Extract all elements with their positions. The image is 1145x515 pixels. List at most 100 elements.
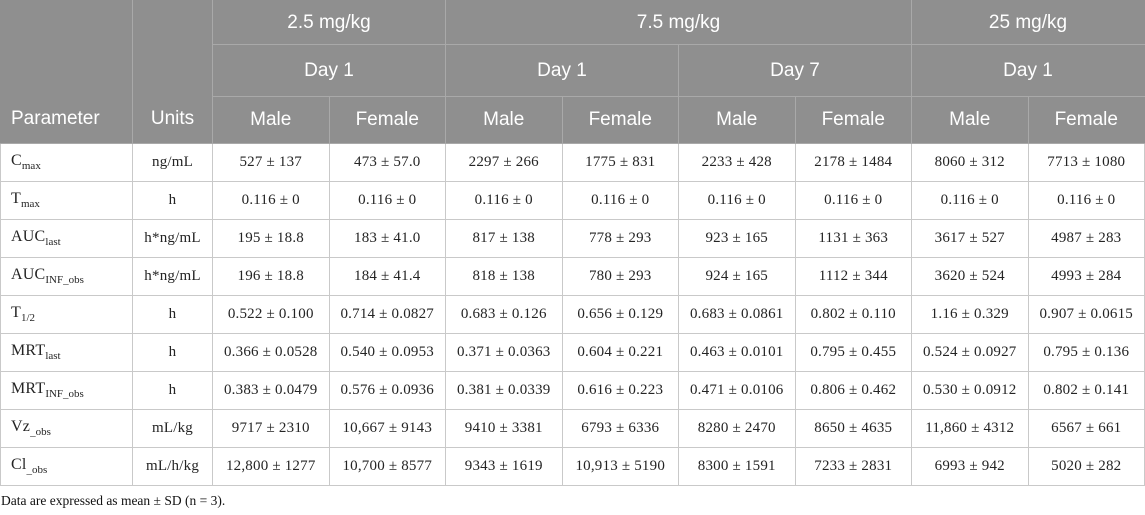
value-cell: 0.907 ± 0.0615: [1027, 295, 1145, 334]
value-cell: 8300 ± 1591: [678, 447, 796, 486]
value-cell: 4987 ± 283: [1027, 219, 1145, 258]
value-cell: 11,860 ± 4312: [911, 409, 1029, 448]
parameter-cell: AUCINF_obs: [0, 257, 133, 296]
value-cell: 0.795 ± 0.136: [1027, 333, 1145, 372]
sex-header: Female: [561, 96, 679, 144]
table-header: Parameter Units 2.5 mg/kg 7.5 mg/kg 25 mg/…: [0, 0, 1145, 144]
pk-parameters-table: Parameter Units 2.5 mg/kg 7.5 mg/kg 25 mg/…: [0, 0, 1145, 486]
value-cell: 10,700 ± 8577: [328, 447, 446, 486]
value-cell: 0.530 ± 0.0912: [911, 371, 1029, 410]
value-cell: 195 ± 18.8: [212, 219, 330, 258]
dose-group-header: 25 mg/kg: [911, 0, 1145, 45]
value-cell: 6793 ± 6336: [561, 409, 679, 448]
units-cell: h*ng/mL: [132, 257, 213, 296]
sex-header: Female: [328, 96, 446, 144]
value-cell: 8060 ± 312: [911, 143, 1029, 182]
value-cell: 778 ± 293: [561, 219, 679, 258]
value-cell: 0.371 ± 0.0363: [445, 333, 563, 372]
units-cell: mL/kg: [132, 409, 213, 448]
value-cell: 1775 ± 831: [561, 143, 679, 182]
parameter-cell: Cl_obs: [0, 447, 133, 486]
units-cell: ng/mL: [132, 143, 213, 182]
value-cell: 0.116 ± 0: [678, 181, 796, 220]
units-cell: h: [132, 333, 213, 372]
header-row-dose: Parameter Units 2.5 mg/kg 7.5 mg/kg 25 mg/…: [0, 0, 1145, 144]
value-cell: 0.116 ± 0: [1027, 181, 1145, 220]
value-cell: 1.16 ± 0.329: [911, 295, 1029, 334]
sex-header: Female: [794, 96, 912, 144]
header-row-day: Day 1 Day 1 Day 7 Day 1: [1, 44, 1145, 97]
table-body: Cmax ng/mL 527 ± 137 473 ± 57.0 2297 ± 266 17…: [0, 143, 1145, 486]
value-cell: 0.795 ± 0.455: [794, 333, 912, 372]
value-cell: 0.524 ± 0.0927: [911, 333, 1029, 372]
parameter-cell: T1/2: [0, 295, 133, 334]
value-cell: 1112 ± 344: [794, 257, 912, 296]
value-cell: 0.802 ± 0.110: [794, 295, 912, 334]
table-row: MRTlast h 0.366 ± 0.0528 0.540 ± 0.0953 0.37…: [0, 333, 1145, 372]
value-cell: 0.576 ± 0.0936: [328, 371, 446, 410]
day-header: Day 1: [445, 44, 679, 97]
parameter-cell: Tmax: [0, 181, 133, 220]
value-cell: 184 ± 41.4: [328, 257, 446, 296]
value-cell: 0.683 ± 0.0861: [678, 295, 796, 334]
value-cell: 4993 ± 284: [1027, 257, 1145, 296]
value-cell: 0.683 ± 0.126: [445, 295, 563, 334]
parameter-cell: AUClast: [0, 219, 133, 258]
parameter-cell: MRTINF_obs: [0, 371, 133, 410]
value-cell: 817 ± 138: [445, 219, 563, 258]
value-cell: 2178 ± 1484: [794, 143, 912, 182]
value-cell: 10,667 ± 9143: [328, 409, 446, 448]
value-cell: 473 ± 57.0: [328, 143, 446, 182]
value-cell: 3620 ± 524: [911, 257, 1029, 296]
parameter-cell: Vz_obs: [0, 409, 133, 448]
value-cell: 0.116 ± 0: [561, 181, 679, 220]
value-cell: 924 ± 165: [678, 257, 796, 296]
parameter-cell: Cmax: [0, 143, 133, 182]
value-cell: 0.656 ± 0.129: [561, 295, 679, 334]
table-row: Cl_obs mL/h/kg 12,800 ± 1277 10,700 ± 8577 9…: [0, 447, 1145, 486]
header-row-sex: Male Female Male Female Male Female Male Female: [1, 96, 1145, 144]
value-cell: 780 ± 293: [561, 257, 679, 296]
value-cell: 6567 ± 661: [1027, 409, 1145, 448]
sex-header: Male: [445, 96, 563, 144]
table-row: MRTINF_obs h 0.383 ± 0.0479 0.576 ± 0.0936 0…: [0, 371, 1145, 410]
table-row: T1/2 h 0.522 ± 0.100 0.714 ± 0.0827 0.683 ± …: [0, 295, 1145, 334]
value-cell: 0.463 ± 0.0101: [678, 333, 796, 372]
value-cell: 0.116 ± 0: [911, 181, 1029, 220]
dose-group-header: 2.5 mg/kg: [212, 0, 446, 45]
value-cell: 9717 ± 2310: [212, 409, 330, 448]
value-cell: 527 ± 137: [212, 143, 330, 182]
value-cell: 2297 ± 266: [445, 143, 563, 182]
day-header: Day 1: [911, 44, 1145, 97]
value-cell: 2233 ± 428: [678, 143, 796, 182]
value-cell: 7233 ± 2831: [794, 447, 912, 486]
value-cell: 0.616 ± 0.223: [561, 371, 679, 410]
table-row: Cmax ng/mL 527 ± 137 473 ± 57.0 2297 ± 266 17…: [0, 143, 1145, 182]
value-cell: 0.116 ± 0: [794, 181, 912, 220]
value-cell: 0.714 ± 0.0827: [328, 295, 446, 334]
sex-header: Female: [1027, 96, 1145, 144]
sex-header: Male: [678, 96, 796, 144]
value-cell: 5020 ± 282: [1027, 447, 1145, 486]
value-cell: 0.381 ± 0.0339: [445, 371, 563, 410]
value-cell: 9410 ± 3381: [445, 409, 563, 448]
col-header-parameter: Parameter: [0, 0, 133, 144]
value-cell: 1131 ± 363: [794, 219, 912, 258]
day-header: Day 1: [212, 44, 446, 97]
value-cell: 12,800 ± 1277: [212, 447, 330, 486]
value-cell: 0.116 ± 0: [445, 181, 563, 220]
parameter-cell: MRTlast: [0, 333, 133, 372]
units-cell: h: [132, 181, 213, 220]
units-cell: mL/h/kg: [132, 447, 213, 486]
value-cell: 0.522 ± 0.100: [212, 295, 330, 334]
units-cell: h: [132, 371, 213, 410]
value-cell: 0.116 ± 0: [328, 181, 446, 220]
dose-group-header: 7.5 mg/kg: [445, 0, 912, 45]
units-cell: h: [132, 295, 213, 334]
sex-header: Male: [212, 96, 330, 144]
value-cell: 3617 ± 527: [911, 219, 1029, 258]
value-cell: 8280 ± 2470: [678, 409, 796, 448]
value-cell: 0.366 ± 0.0528: [212, 333, 330, 372]
value-cell: 10,913 ± 5190: [561, 447, 679, 486]
value-cell: 0.471 ± 0.0106: [678, 371, 796, 410]
